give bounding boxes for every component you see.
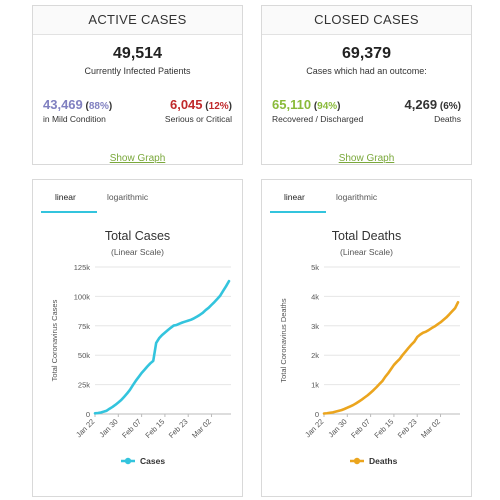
cases-chart-subtitle: (Linear Scale)	[111, 247, 164, 257]
deaths-y-tick-label: 4k	[311, 292, 319, 301]
deaths-x-tick-label: Jan 22	[303, 417, 325, 439]
cases-y-tick-label: 0	[86, 410, 90, 419]
serious-condition-stat: 6,045 (12%) Serious or Critical	[164, 97, 232, 124]
mild-caption: in Mild Condition	[43, 114, 106, 124]
deaths-x-tick-label: Feb 23	[396, 417, 419, 440]
tab-linear[interactable]: linear	[55, 192, 76, 202]
tab-logarithmic[interactable]: logarithmic	[107, 192, 149, 202]
deaths-x-tick-label: Jan 30	[326, 417, 348, 439]
cases-x-tick-label: Feb 23	[167, 417, 190, 440]
tab-linear-underline	[270, 211, 326, 213]
serious-value: 6,045	[169, 97, 203, 112]
deaths-series-line	[322, 300, 460, 415]
closed-cases-total: 69,379	[342, 45, 391, 62]
cases-y-tick-label: 100k	[74, 292, 91, 301]
deaths-chart-subtitle: (Linear Scale)	[340, 247, 393, 257]
recovered-pct: 94%	[317, 101, 338, 112]
cases-y-axis-label: Total Coronavirus Cases	[50, 299, 59, 381]
active-show-graph-link[interactable]: Show Graph	[109, 153, 166, 164]
active-cases-total: 49,514	[113, 45, 162, 62]
active-cases-caption: Currently Infected Patients	[84, 66, 191, 76]
mild-value: 43,469	[43, 97, 83, 112]
deaths-stat: 4,269 (6%) Deaths	[404, 97, 461, 124]
cases-y-tick-label: 125k	[74, 263, 91, 272]
total-deaths-chart-card: linear logarithmic Total Deaths (Linear …	[261, 179, 472, 497]
deaths-caption: Deaths	[434, 114, 461, 124]
cases-y-tick-label: 50k	[78, 351, 90, 360]
deaths-y-tick-label: 1k	[311, 381, 319, 390]
deaths-y-tick-label: 5k	[311, 263, 319, 272]
deaths-scale-tabs: linear logarithmic	[262, 180, 471, 216]
deaths-y-tick-label: 0	[315, 410, 319, 419]
serious-caption: Serious or Critical	[164, 114, 232, 124]
deaths-chart-title: Total Deaths	[331, 229, 402, 243]
tab-logarithmic[interactable]: logarithmic	[336, 192, 378, 202]
mild-pct: 88%	[88, 101, 109, 112]
active-cases-title: ACTIVE CASES	[33, 6, 242, 35]
deaths-pct: 6%	[443, 101, 458, 112]
cases-y-tick-label: 75k	[78, 322, 90, 331]
cases-legend-label: Cases	[140, 456, 165, 466]
total-deaths-chart: 0 1k 2k 3k 4k 5k Jan 22 Jan 30 Feb 07 Feb 15 Feb 2…	[279, 263, 460, 466]
deaths-x-tick-label: Feb 07	[349, 417, 372, 440]
active-cases-card: ACTIVE CASES 49,514 Currently Infected P…	[32, 5, 243, 165]
deaths-value: 4,269	[404, 97, 438, 112]
cases-chart-title: Total Cases	[104, 229, 171, 243]
serious-pct: 12%	[208, 101, 229, 112]
deaths-y-tick-label: 3k	[311, 322, 319, 331]
cases-x-tick-label: Feb 07	[120, 417, 143, 440]
deaths-y-tick-label: 2k	[311, 351, 319, 360]
closed-show-graph-link[interactable]: Show Graph	[338, 153, 395, 164]
deaths-legend-label: Deaths	[369, 456, 398, 466]
closed-cases-title: CLOSED CASES	[262, 6, 471, 35]
cases-x-tick-label: Feb 15	[143, 417, 166, 440]
cases-y-tick-label: 25k	[78, 381, 90, 390]
tab-linear[interactable]: linear	[284, 192, 305, 202]
cases-legend-marker	[124, 457, 132, 465]
cases-x-tick-label: Jan 22	[74, 417, 96, 439]
deaths-x-tick-label: Mar 02	[419, 417, 442, 440]
deaths-x-tick-label: Feb 15	[372, 417, 395, 440]
total-cases-chart-card: linear logarithmic Total Cases (Linear S…	[32, 179, 243, 497]
tab-linear-underline	[41, 211, 97, 213]
cases-series-line	[93, 279, 231, 415]
closed-cases-card: CLOSED CASES 69,379 Cases which had an o…	[261, 5, 472, 165]
recovered-caption: Recovered / Discharged	[272, 114, 364, 124]
deaths-legend-marker	[353, 457, 361, 465]
cases-x-tick-label: Mar 02	[190, 417, 213, 440]
recovered-stat: 65,110 (94%) Recovered / Discharged	[272, 97, 364, 124]
mild-condition-stat: 43,469 (88%) in Mild Condition	[43, 97, 113, 124]
closed-cases-caption: Cases which had an outcome:	[306, 66, 427, 76]
deaths-y-axis-label: Total Coronavirus Deaths	[279, 298, 288, 382]
recovered-value: 65,110	[272, 97, 312, 112]
cases-scale-tabs: linear logarithmic	[33, 180, 242, 216]
cases-x-tick-label: Jan 30	[97, 417, 119, 439]
